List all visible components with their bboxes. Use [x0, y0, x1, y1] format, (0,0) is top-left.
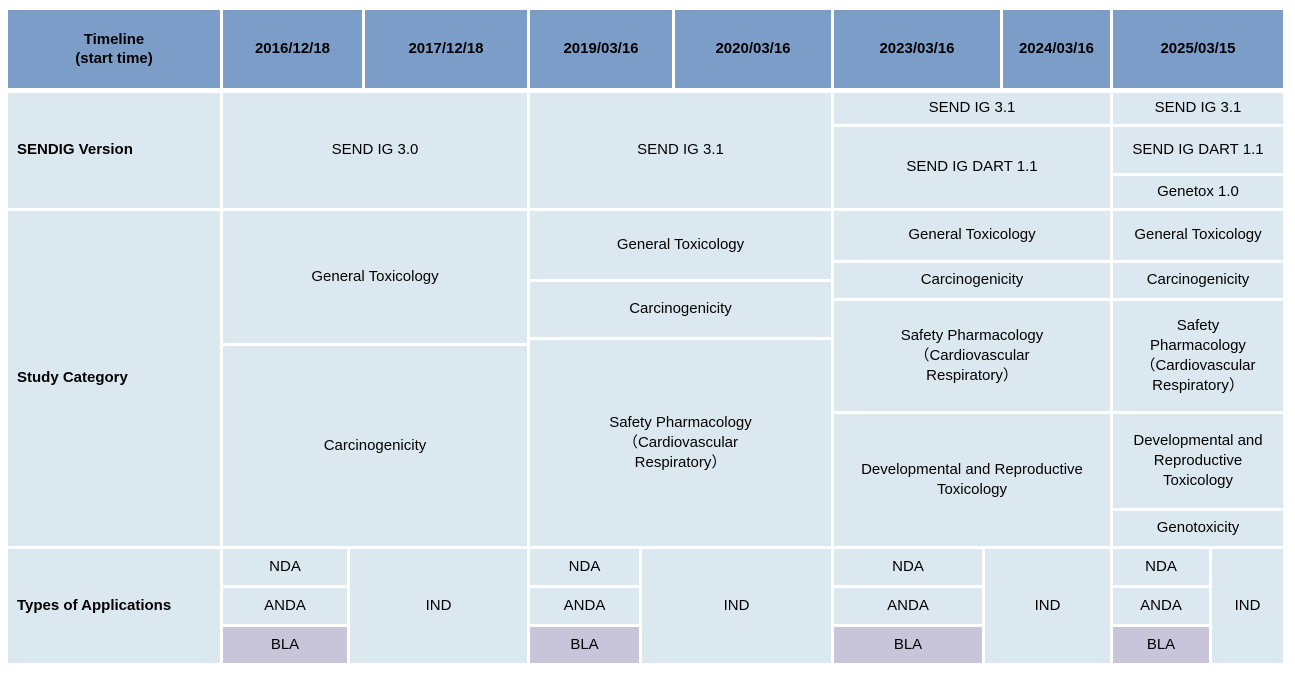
applications-cells: NDA ANDA BLA IND — [223, 549, 527, 663]
column-group-2023-2024: SEND IG 3.1 SEND IG DART 1.1 General Tox… — [834, 93, 1110, 663]
application-ind-cell: IND — [642, 549, 831, 663]
date-header-cell: 2020/03/16 — [675, 10, 831, 88]
row-label-column: SENDIG Version Study Category Types of A… — [8, 93, 220, 663]
application-bla-cell: BLA — [1113, 627, 1209, 663]
study-category-cell: Carcinogenicity — [530, 282, 831, 337]
date-header-cell: 2016/12/18 — [223, 10, 362, 88]
column-group-2019-2020: SEND IG 3.1 General Toxicology Carcinoge… — [530, 93, 831, 663]
types-of-applications-row-label: Types of Applications — [8, 549, 220, 663]
application-bla-cell: BLA — [223, 627, 347, 663]
nda-anda-bla-column: NDA ANDA BLA — [834, 549, 982, 663]
application-ind-cell: IND — [350, 549, 527, 663]
column-group-2025: SEND IG 3.1 SEND IG DART 1.1 Genetox 1.0… — [1113, 93, 1283, 663]
study-category-cell: General Toxicology — [834, 211, 1110, 260]
sendig-version-row-label: SENDIG Version — [8, 93, 220, 208]
study-category-cell: Carcinogenicity — [834, 263, 1110, 298]
study-category-cell: General Toxicology — [530, 211, 831, 279]
applications-cells: NDA ANDA BLA IND — [530, 549, 831, 663]
application-nda-cell: NDA — [1113, 549, 1209, 585]
sendig-version-cell: SEND IG 3.1 — [1113, 93, 1283, 124]
study-category-cell: General Toxicology — [1113, 211, 1283, 260]
application-nda-cell: NDA — [834, 549, 982, 585]
sendig-version-cell: Genetox 1.0 — [1113, 176, 1283, 208]
study-category-cell: General Toxicology — [223, 211, 527, 343]
application-anda-cell: ANDA — [530, 588, 639, 624]
send-timeline-table: Timeline (start time) 2016/12/18 2017/12… — [8, 10, 1283, 663]
application-nda-cell: NDA — [530, 549, 639, 585]
study-category-cell: Developmental and Reproductive Toxicolog… — [1113, 414, 1283, 508]
sendig-version-cell: SEND IG 3.0 — [223, 93, 527, 208]
application-anda-cell: ANDA — [834, 588, 982, 624]
study-category-cell: Safety Pharmacology （Cardiovascular Resp… — [530, 340, 831, 546]
study-category-row-label: Study Category — [8, 211, 220, 546]
sendig-version-cell: SEND IG 3.1 — [530, 93, 831, 208]
study-category-cell: Carcinogenicity — [1113, 263, 1283, 298]
date-header-cell: 2025/03/15 — [1113, 10, 1283, 88]
date-header-cell: 2019/03/16 — [530, 10, 672, 88]
application-ind-cell: IND — [1212, 549, 1283, 663]
applications-cells: NDA ANDA BLA IND — [1113, 549, 1283, 663]
study-category-cell: Carcinogenicity — [223, 346, 527, 546]
study-category-cell: Safety Pharmacology （Cardiovascular Resp… — [1113, 301, 1283, 411]
sendig-version-cell: SEND IG DART 1.1 — [834, 127, 1110, 208]
sendig-version-cell: SEND IG DART 1.1 — [1113, 127, 1283, 173]
application-anda-cell: ANDA — [1113, 588, 1209, 624]
application-anda-cell: ANDA — [223, 588, 347, 624]
application-bla-cell: BLA — [834, 627, 982, 663]
application-bla-cell: BLA — [530, 627, 639, 663]
application-ind-cell: IND — [985, 549, 1110, 663]
table-body: SENDIG Version Study Category Types of A… — [8, 93, 1283, 663]
timeline-header-cell: Timeline (start time) — [8, 10, 220, 88]
sendig-version-cell: SEND IG 3.1 — [834, 93, 1110, 124]
nda-anda-bla-column: NDA ANDA BLA — [1113, 549, 1209, 663]
study-category-cell: Developmental and Reproductive Toxicolog… — [834, 414, 1110, 546]
study-category-cell: Genotoxicity — [1113, 511, 1283, 546]
date-header-cell: 2023/03/16 — [834, 10, 1000, 88]
study-category-cell: Safety Pharmacology （Cardiovascular Resp… — [834, 301, 1110, 411]
nda-anda-bla-column: NDA ANDA BLA — [223, 549, 347, 663]
column-group-2016-2017: SEND IG 3.0 General Toxicology Carcinoge… — [223, 93, 527, 663]
date-header-cell: 2024/03/16 — [1003, 10, 1110, 88]
application-nda-cell: NDA — [223, 549, 347, 585]
nda-anda-bla-column: NDA ANDA BLA — [530, 549, 639, 663]
date-header-cell: 2017/12/18 — [365, 10, 527, 88]
applications-cells: NDA ANDA BLA IND — [834, 549, 1110, 663]
header-row: Timeline (start time) 2016/12/18 2017/12… — [8, 10, 1283, 88]
